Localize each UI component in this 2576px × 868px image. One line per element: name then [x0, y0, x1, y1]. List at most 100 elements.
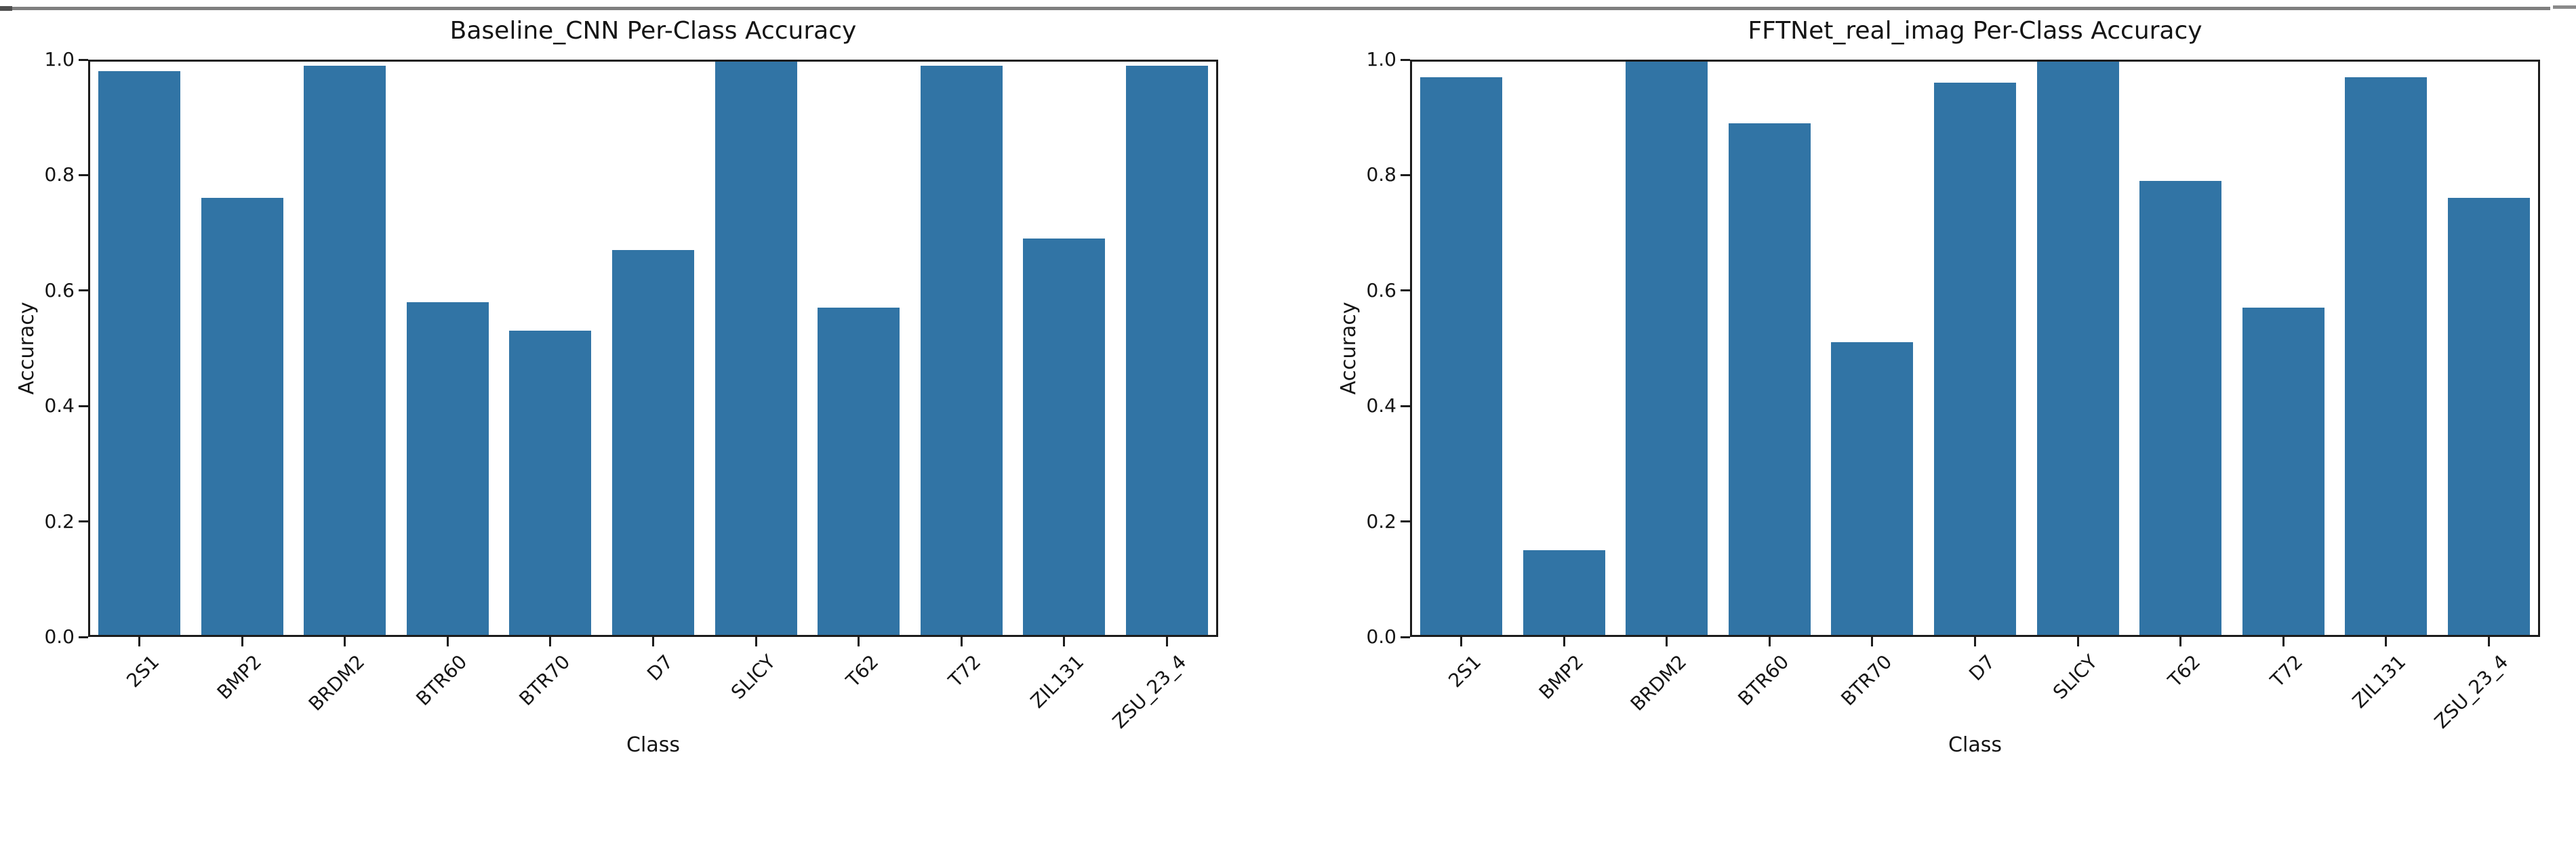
- bar-btr60: [1728, 123, 1811, 637]
- x-tick-mark: [2076, 637, 2079, 646]
- screenshot-root: { "colors": { "bar": "#3174a5", "axis": …: [0, 5, 2576, 757]
- window-top-border-stub: [0, 6, 12, 11]
- x-tick-mark: [138, 637, 141, 646]
- x-tick-mark: [1974, 637, 1976, 646]
- y-tick-mark: [79, 173, 88, 176]
- x-axis-label: Class: [1948, 733, 2002, 757]
- bar-d7: [1934, 83, 2016, 637]
- y-tick-label: 1.0: [1366, 48, 1396, 70]
- y-tick-mark: [79, 636, 88, 638]
- bar-btr60: [406, 302, 489, 637]
- window-top-border: [0, 7, 2550, 10]
- bar-t62: [818, 308, 900, 637]
- x-tick-mark: [1165, 637, 1168, 646]
- y-tick-mark: [1401, 58, 1410, 61]
- x-tick-mark: [1563, 637, 1565, 646]
- y-tick-mark: [79, 58, 88, 61]
- y-axis-label: Accuracy: [15, 302, 39, 395]
- x-tick-mark: [549, 637, 552, 646]
- x-tick-mark: [1666, 637, 1668, 646]
- bar-d7: [612, 250, 694, 637]
- chart-baseline-cnn: 0.0 0.2 0.4 0.6 0.8 1.0 2S1 BMP2 BRDM2 BTR60 BTR70…: [15, 17, 1218, 757]
- y-tick-label: 0.2: [1366, 510, 1396, 533]
- chart-fftnet-real-imag: 0.0 0.2 0.4 0.6 0.8 1.0 2S1 BMP2 BRDM2 BTR60 BTR70…: [1337, 17, 2540, 757]
- x-tick-label-2s1: 2S1: [1444, 650, 1486, 693]
- y-tick-label: 0.6: [44, 278, 75, 302]
- x-tick-label-zil131: ZIL131: [1026, 650, 1089, 713]
- bar-bmp2: [1523, 550, 1605, 637]
- x-tick-mark: [2487, 637, 2490, 646]
- x-tick-mark: [2385, 637, 2388, 646]
- bar-zsu_23_4: [1125, 65, 1208, 637]
- x-tick-label-zsu_23_4: ZSU_23_4: [1108, 650, 1191, 733]
- x-tick-label-t72: T72: [2266, 650, 2308, 692]
- x-tick-mark: [1768, 637, 1771, 646]
- x-tick-label-t72: T72: [944, 650, 986, 692]
- bar-2s1: [98, 71, 181, 637]
- x-tick-label-slicy: SLICY: [727, 650, 780, 704]
- y-tick-label: 0.4: [1366, 394, 1396, 417]
- x-tick-label-t62: T62: [841, 650, 883, 692]
- x-tick-mark: [2179, 637, 2182, 646]
- plot-area: [1410, 60, 2540, 637]
- x-tick-mark: [960, 637, 963, 646]
- y-tick-label: 1.0: [44, 48, 75, 70]
- x-tick-label-btr60: BTR60: [1733, 650, 1794, 710]
- bar-btr70: [1831, 342, 1914, 637]
- x-tick-label-brdm2: BRDM2: [304, 650, 369, 716]
- bar-zil131: [2345, 77, 2428, 637]
- y-axis-label: Accuracy: [1337, 302, 1361, 395]
- y-tick-label: 0.2: [44, 510, 75, 533]
- bar-t72: [920, 65, 1003, 637]
- bar-bmp2: [201, 198, 283, 637]
- x-tick-label-btr70: BTR70: [1836, 650, 1897, 710]
- y-tick-mark: [79, 289, 88, 292]
- x-tick-mark: [2282, 637, 2285, 646]
- window-top-border-right: [2553, 5, 2576, 9]
- x-tick-mark: [858, 637, 860, 646]
- x-tick-label-2s1: 2S1: [122, 650, 164, 693]
- x-tick-label-brdm2: BRDM2: [1626, 650, 1691, 716]
- x-tick-label-d7: D7: [1964, 650, 1999, 686]
- x-tick-label-bmp2: BMP2: [1535, 650, 1588, 704]
- x-tick-mark: [344, 637, 346, 646]
- bar-2s1: [1420, 77, 1503, 637]
- y-tick-mark: [1401, 520, 1410, 523]
- y-tick-mark: [1401, 636, 1410, 638]
- bar-slicy: [2036, 60, 2119, 637]
- bar-brdm2: [304, 65, 386, 637]
- y-tick-mark: [1401, 173, 1410, 176]
- x-tick-label-slicy: SLICY: [2049, 650, 2102, 704]
- y-tick-label: 0.8: [1366, 163, 1396, 186]
- x-tick-label-btr70: BTR70: [515, 650, 575, 710]
- y-tick-label: 0.6: [1366, 278, 1396, 302]
- x-tick-label-btr60: BTR60: [411, 650, 472, 710]
- y-tick-mark: [79, 405, 88, 407]
- plot-area: [88, 60, 1218, 637]
- x-tick-label-t62: T62: [2163, 650, 2205, 692]
- bar-zsu_23_4: [2447, 198, 2530, 637]
- x-tick-mark: [1063, 637, 1066, 646]
- bar-btr70: [509, 331, 592, 637]
- bar-t62: [2139, 180, 2222, 637]
- x-axis-label: Class: [626, 733, 680, 757]
- chart-title: FFTNet_real_imag Per-Class Accuracy: [1748, 17, 2202, 45]
- x-tick-mark: [446, 637, 449, 646]
- x-tick-mark: [241, 637, 243, 646]
- x-tick-mark: [652, 637, 654, 646]
- y-tick-label: 0.4: [44, 394, 75, 417]
- y-tick-mark: [1401, 405, 1410, 407]
- y-tick-label: 0.0: [1366, 625, 1396, 648]
- bar-slicy: [715, 60, 797, 637]
- y-tick-mark: [79, 520, 88, 523]
- bar-zil131: [1023, 239, 1106, 637]
- x-tick-label-zsu_23_4: ZSU_23_4: [2430, 650, 2513, 733]
- x-tick-mark: [1460, 637, 1463, 646]
- bar-brdm2: [1626, 60, 1708, 637]
- x-tick-label-d7: D7: [642, 650, 677, 686]
- y-tick-mark: [1401, 289, 1410, 292]
- chart-title: Baseline_CNN Per-Class Accuracy: [449, 17, 857, 45]
- bar-t72: [2242, 308, 2325, 637]
- y-tick-label: 0.0: [44, 625, 75, 648]
- x-tick-mark: [1871, 637, 1874, 646]
